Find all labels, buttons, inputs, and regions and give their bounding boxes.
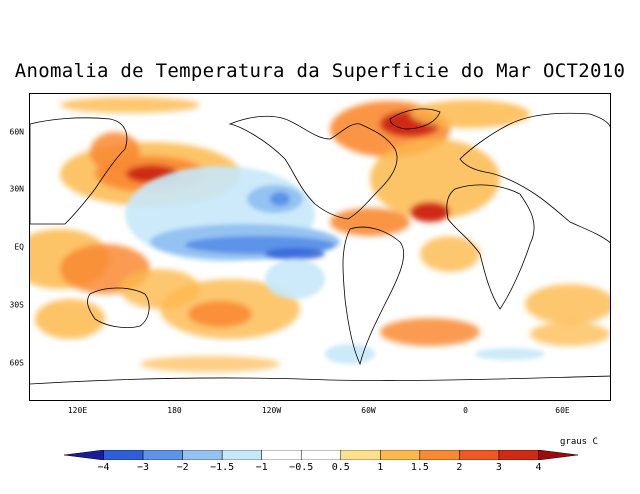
north-america-outline xyxy=(228,115,398,220)
sst-anomaly-map xyxy=(29,93,611,401)
south-pacific-warm-core xyxy=(188,301,252,327)
colorbar-tick-label: 4 xyxy=(535,462,542,473)
lon-label: 120W xyxy=(261,406,282,415)
east-asia-outline xyxy=(30,117,128,225)
colorbar-swatch xyxy=(261,450,302,460)
colorbar-tick-label: −4 xyxy=(97,462,110,473)
arctic-pacific-warm xyxy=(60,97,200,113)
baja-cool-spot xyxy=(270,192,290,206)
lat-label: 60N xyxy=(9,127,24,136)
greenland-outline xyxy=(389,108,441,130)
colorbar xyxy=(64,450,578,460)
indian-ocean-west-warm xyxy=(525,284,610,324)
south-indian-band-warm xyxy=(530,322,610,346)
lat-label: EQ xyxy=(14,242,24,252)
colorbar-swatch xyxy=(459,450,500,460)
subtropical-atlantic-warm xyxy=(370,139,500,219)
colorbar-tick-label: 2 xyxy=(456,462,463,473)
southern-ocean-warm xyxy=(140,356,280,372)
australia-outline xyxy=(87,287,150,328)
colorbar-tick-label: −1 xyxy=(255,462,268,473)
south-atlantic-cool xyxy=(325,344,375,364)
lat-label: 30S xyxy=(9,300,24,310)
colorbar-tick-label: 0.5 xyxy=(331,462,350,473)
colorbar-tick-label: −0.5 xyxy=(289,462,314,473)
colorbar-swatch xyxy=(538,450,578,460)
coastlines xyxy=(30,108,610,385)
gulf-warm xyxy=(330,208,410,236)
colorbar-tick-label: 3 xyxy=(495,462,502,473)
units-label: graus C xyxy=(560,437,598,447)
colorbar-swatch xyxy=(221,450,262,460)
colorbar-swatch xyxy=(340,450,381,460)
lon-label: 60W xyxy=(361,406,376,415)
eurasia-outline xyxy=(459,112,610,243)
map-canvas xyxy=(30,97,610,385)
southern-indian-cool xyxy=(475,348,545,360)
colorbar-tick-label: −3 xyxy=(137,462,150,473)
colorbar-swatch xyxy=(103,450,144,460)
colorbar-tick-label: −1.5 xyxy=(210,462,235,473)
africa-outline xyxy=(446,184,535,310)
colorbar-tick-label: −2 xyxy=(176,462,189,473)
lon-label: 0 xyxy=(463,406,468,415)
lat-label: 60S xyxy=(9,358,24,367)
lon-label: 60E xyxy=(555,406,570,415)
nordic-seas-warm xyxy=(410,100,530,128)
colorbar-tick-label: 1 xyxy=(377,462,384,473)
lon-label: 120E xyxy=(67,406,88,415)
lon-label: 180 xyxy=(167,406,182,415)
colorbar-swatch xyxy=(182,450,223,460)
colorbar-swatch xyxy=(498,450,539,460)
south-indian-warm xyxy=(35,299,105,339)
south-atlantic-warm xyxy=(380,318,480,346)
antarctica-outline xyxy=(30,375,610,385)
japan-sea-warm xyxy=(90,132,140,172)
colorbar-swatch xyxy=(64,450,104,460)
tropical-atlantic-warm xyxy=(420,236,480,272)
peru-cool xyxy=(265,259,325,299)
cold-tongue xyxy=(265,248,325,260)
colorbar-swatch xyxy=(142,450,183,460)
map-title: Anomalia de Temperatura da Superficie do… xyxy=(14,60,626,82)
colorbar-swatch xyxy=(380,450,421,460)
tasman-warm xyxy=(120,269,200,309)
colorbar-tick-label: 1.5 xyxy=(410,462,429,473)
cool-anomaly-layer xyxy=(125,166,545,364)
south-america-outline xyxy=(342,226,405,366)
warm-anomaly-layer xyxy=(30,97,610,372)
caribbean-hot-spot xyxy=(410,202,450,222)
lat-label: 30N xyxy=(9,184,24,194)
colorbar-swatch xyxy=(419,450,460,460)
colorbar-swatch xyxy=(300,450,342,460)
